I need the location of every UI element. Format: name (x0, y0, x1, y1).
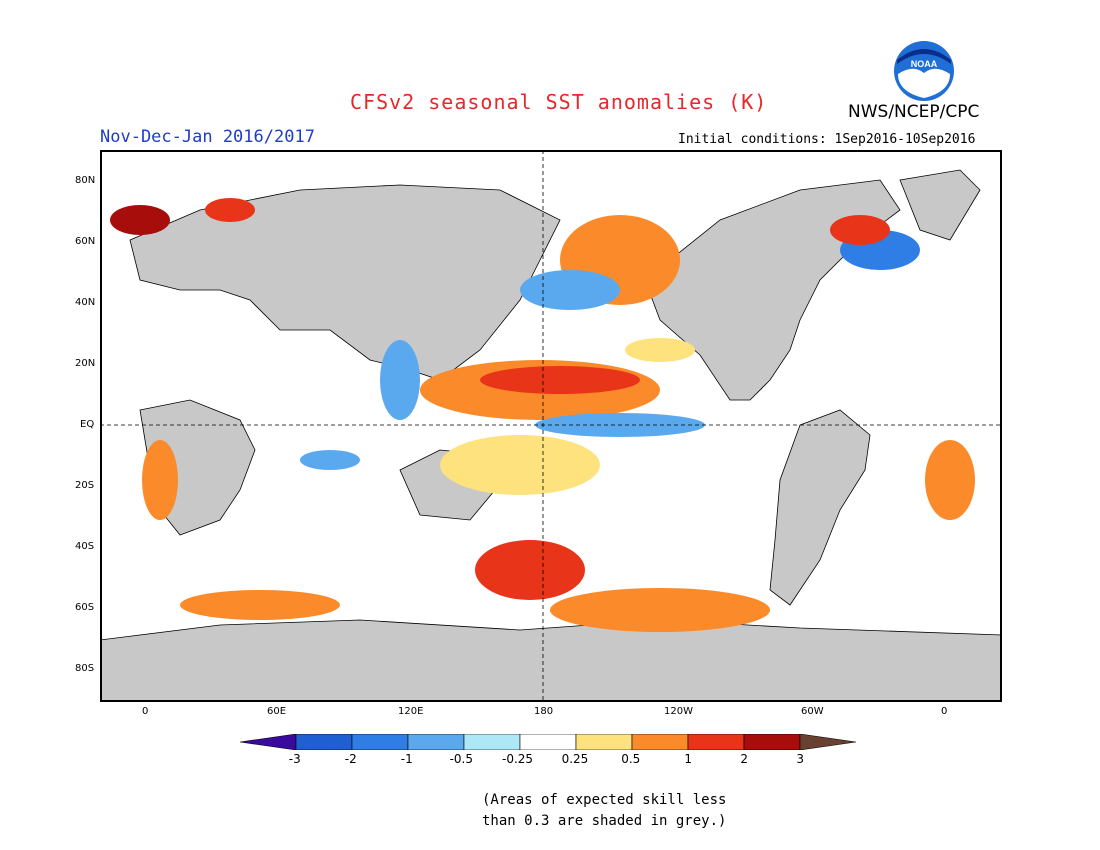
forecast-period: Nov-Dec-Jan 2016/2017 (100, 127, 315, 147)
colorbar (240, 734, 857, 750)
colorbar-tick-label: 3 (796, 752, 805, 766)
lon-label-60e: 60E (267, 706, 287, 717)
agency-label: NWS/NCEP/CPC (848, 102, 980, 122)
lon-label-0: 0 (142, 706, 149, 717)
colorbar-segment (519, 734, 577, 750)
colorbar-segment (351, 734, 409, 750)
initial-conditions: Initial conditions: 1Sep2016-10Sep2016 (678, 132, 976, 147)
lon-label-180: 180 (534, 706, 554, 717)
colorbar-tick-label: 1 (684, 752, 693, 766)
lon-label-60w: 60W (801, 706, 824, 717)
colorbar-tick-label: -1 (400, 752, 413, 766)
colorbar-segment (631, 734, 689, 750)
colorbar-tick-label: -0.25 (502, 752, 534, 766)
sst-anomaly-map (100, 150, 1002, 702)
lon-label-0-east: 0 (941, 706, 948, 717)
footnote: (Areas of expected skill less than 0.3 a… (482, 790, 726, 832)
colorbar-tick-label: 0.25 (561, 752, 589, 766)
lon-label-120w: 120W (664, 706, 693, 717)
colorbar-segment (687, 734, 745, 750)
colorbar-tick-label: 0.5 (621, 752, 641, 766)
colorbar-tick-label: -0.5 (449, 752, 474, 766)
colorbar-tick-label: 2 (740, 752, 749, 766)
lat-label-40s: 40S (75, 541, 95, 552)
colorbar-tick-label: -2 (344, 752, 357, 766)
colorbar-segment (743, 734, 801, 750)
colorbar-tick-label: -3 (288, 752, 301, 766)
colorbar-arrow-high (799, 734, 857, 750)
lat-label-40n: 40N (75, 297, 96, 308)
footnote-line-2: than 0.3 are shaded in grey.) (482, 813, 727, 829)
lat-label-20n: 20N (75, 358, 96, 369)
chart-title: CFSv2 seasonal SST anomalies (K) (350, 90, 768, 114)
lat-label-60s: 60S (75, 602, 95, 613)
footnote-line-1: (Areas of expected skill less (482, 792, 727, 808)
lon-label-120e: 120E (398, 706, 424, 717)
colorbar-segment (575, 734, 633, 750)
noaa-logo: NOAA (894, 41, 954, 101)
colorbar-arrow-low (240, 734, 297, 750)
noaa-logo-text: NOAA (911, 59, 938, 69)
lat-label-60n: 60N (75, 236, 96, 247)
colorbar-segment (407, 734, 465, 750)
colorbar-segment (463, 734, 521, 750)
lat-label-eq: EQ (80, 419, 95, 430)
colorbar-segment (295, 734, 353, 750)
lat-label-80s: 80S (75, 663, 95, 674)
lat-label-20s: 20S (75, 480, 95, 491)
lat-label-80n: 80N (75, 175, 96, 186)
